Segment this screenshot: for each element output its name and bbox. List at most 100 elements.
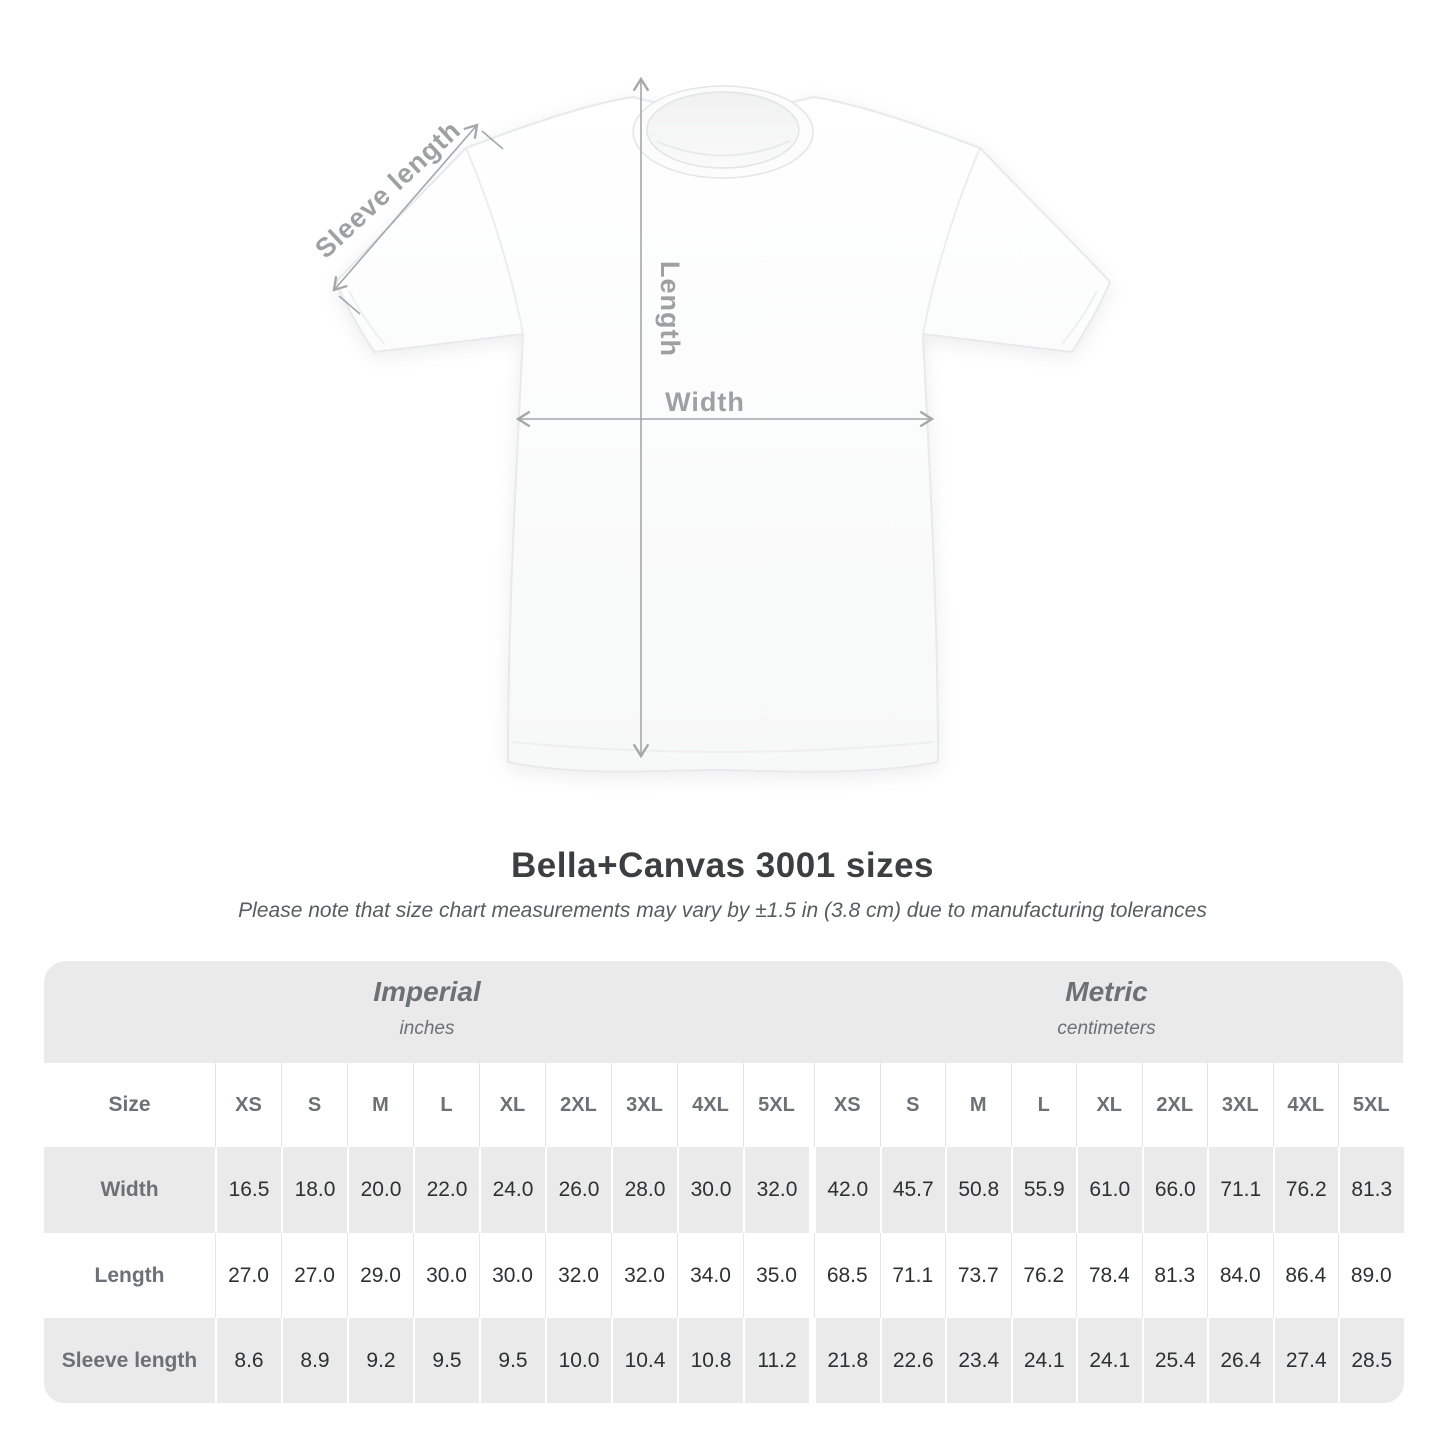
metric-value-cell: 73.7 (945, 1233, 1011, 1318)
size-table: Imperial inches Metric centimeters Size X… (44, 961, 1404, 1403)
size-header-imperial: XS (215, 1063, 281, 1147)
metric-value-cell: 71.1 (1207, 1147, 1273, 1233)
metric-value-cell: 61.0 (1076, 1147, 1142, 1233)
metric-value-cell: 66.0 (1141, 1147, 1207, 1233)
metric-value-cell: 68.5 (814, 1233, 880, 1318)
size-header-metric: XL (1076, 1063, 1142, 1147)
imperial-value-cell: 32.0 (545, 1233, 611, 1318)
metric-value-cell: 55.9 (1010, 1147, 1076, 1233)
imperial-value-cell: 27.0 (281, 1233, 347, 1318)
size-header-metric: 2XL (1141, 1063, 1207, 1147)
size-header-imperial: M (347, 1063, 413, 1147)
metric-value-cell: 45.7 (879, 1147, 945, 1233)
page-title: Bella+Canvas 3001 sizes (510, 846, 935, 885)
metric-value-cell: 78.4 (1076, 1233, 1142, 1318)
metric-value-cell: 81.3 (1338, 1147, 1404, 1233)
heading-block: Bella+Canvas 3001 sizes Please note that… (0, 846, 1445, 923)
imperial-group-name: Imperial (373, 976, 481, 1007)
unit-group-header: Imperial inches Metric centimeters (44, 961, 1403, 1063)
imperial-value-cell: 30.0 (677, 1147, 743, 1233)
imperial-group-header: Imperial inches (44, 961, 810, 1063)
tshirt-image (334, 85, 1112, 773)
tshirt-measurement-diagram: Width Length Sleeve length (309, 76, 1112, 773)
metric-value-cell: 76.2 (1010, 1233, 1076, 1318)
metric-value-cell: 86.4 (1272, 1233, 1338, 1318)
metric-value-cell: 89.0 (1338, 1233, 1404, 1318)
metric-group-unit: centimeters (1057, 1018, 1156, 1039)
imperial-group-unit: inches (399, 1018, 455, 1039)
measure-row-label: Length (44, 1233, 215, 1318)
sleeve-arrow-tick-top (481, 130, 504, 150)
metric-value-cell: 50.8 (945, 1147, 1011, 1233)
imperial-value-cell: 16.5 (215, 1147, 281, 1233)
metric-value-cell: 24.1 (1076, 1318, 1142, 1403)
metric-value-cell: 22.6 (879, 1318, 945, 1403)
metric-value-cell: 23.4 (945, 1318, 1011, 1403)
metric-value-cell: 27.4 (1272, 1318, 1338, 1403)
group-gap (809, 1318, 814, 1403)
metric-group-header: Metric centimeters (810, 961, 1403, 1063)
sleeve-arrow-tick-bottom (338, 295, 361, 315)
imperial-value-cell: 29.0 (347, 1233, 413, 1318)
metric-value-cell: 28.5 (1338, 1318, 1404, 1403)
imperial-value-cell: 9.5 (479, 1318, 545, 1403)
size-header-imperial: L (413, 1063, 479, 1147)
size-header-imperial: 4XL (677, 1063, 743, 1147)
size-header-imperial: 3XL (611, 1063, 677, 1147)
sleeve-length-arrow (332, 123, 479, 292)
size-header-imperial: 5XL (743, 1063, 809, 1147)
metric-value-cell: 71.1 (879, 1233, 945, 1318)
metric-group-name: Metric (1065, 976, 1148, 1007)
imperial-value-cell: 20.0 (347, 1147, 413, 1233)
imperial-value-cell: 26.0 (545, 1147, 611, 1233)
imperial-value-cell: 8.9 (281, 1318, 347, 1403)
measurement-arrows (332, 76, 935, 759)
imperial-value-cell: 27.0 (215, 1233, 281, 1318)
imperial-value-cell: 10.4 (611, 1318, 677, 1403)
size-header-imperial: 2XL (545, 1063, 611, 1147)
imperial-value-cell: 30.0 (479, 1233, 545, 1318)
size-header-metric: XS (814, 1063, 880, 1147)
metric-value-cell: 25.4 (1141, 1318, 1207, 1403)
imperial-value-cell: 30.0 (413, 1233, 479, 1318)
imperial-value-cell: 32.0 (743, 1147, 809, 1233)
imperial-value-cell: 28.0 (611, 1147, 677, 1233)
tolerance-note: Please note that size chart measurements… (238, 899, 1207, 922)
size-header-metric: 5XL (1338, 1063, 1404, 1147)
imperial-value-cell: 32.0 (611, 1233, 677, 1318)
group-gap (809, 1063, 814, 1147)
size-header-metric: 3XL (1207, 1063, 1273, 1147)
imperial-value-cell: 18.0 (281, 1147, 347, 1233)
group-gap (809, 1147, 814, 1233)
size-header-metric: L (1010, 1063, 1076, 1147)
imperial-value-cell: 8.6 (215, 1318, 281, 1403)
metric-value-cell: 81.3 (1141, 1233, 1207, 1318)
size-header-imperial: XL (479, 1063, 545, 1147)
imperial-value-cell: 9.5 (413, 1318, 479, 1403)
metric-value-cell: 21.8 (814, 1318, 880, 1403)
size-header-imperial: S (281, 1063, 347, 1147)
width-label: Width (665, 387, 745, 417)
metric-value-cell: 76.2 (1272, 1147, 1338, 1233)
imperial-value-cell: 34.0 (677, 1233, 743, 1318)
imperial-value-cell: 11.2 (743, 1318, 809, 1403)
group-gap (809, 1233, 814, 1318)
metric-value-cell: 24.1 (1010, 1318, 1076, 1403)
size-header-metric: S (879, 1063, 945, 1147)
size-header-metric: M (945, 1063, 1011, 1147)
imperial-value-cell: 9.2 (347, 1318, 413, 1403)
imperial-value-cell: 10.8 (677, 1318, 743, 1403)
imperial-value-cell: 10.0 (545, 1318, 611, 1403)
metric-value-cell: 42.0 (814, 1147, 880, 1233)
metric-value-cell: 84.0 (1207, 1233, 1273, 1318)
size-header-metric: 4XL (1272, 1063, 1338, 1147)
imperial-value-cell: 24.0 (479, 1147, 545, 1233)
metric-value-cell: 26.4 (1207, 1318, 1273, 1403)
measure-row-label: Width (44, 1147, 215, 1233)
measure-row-label: Sleeve length (44, 1318, 215, 1403)
size-row-label: Size (108, 1093, 151, 1116)
imperial-value-cell: 35.0 (743, 1233, 809, 1318)
imperial-value-cell: 22.0 (413, 1147, 479, 1233)
size-table-grid: Size XS S M L XL 2XL 3XL 4XL 5XL XS S M L XL 2XL 3XL 4XL 5… (44, 1063, 1404, 1403)
